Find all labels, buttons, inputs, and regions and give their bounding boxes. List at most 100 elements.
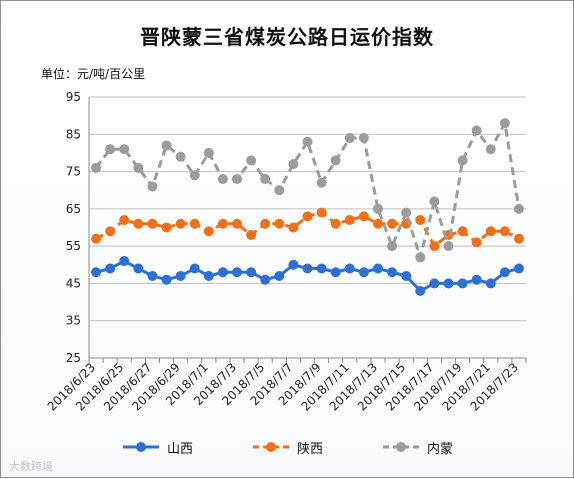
data-point xyxy=(457,226,468,237)
data-point xyxy=(105,263,116,274)
y-tick-label: 35 xyxy=(66,314,81,328)
data-point xyxy=(485,144,496,155)
legend-item-shaanxi: 陕西 xyxy=(251,438,323,457)
data-point xyxy=(161,140,172,151)
data-point xyxy=(316,177,327,188)
data-point xyxy=(372,203,383,214)
data-point xyxy=(232,174,243,185)
data-point xyxy=(189,218,200,229)
y-tick-label: 25 xyxy=(66,351,81,365)
data-point xyxy=(372,218,383,229)
y-tick-labels: 25 35 45 55 65 75 85 95 xyxy=(66,90,81,365)
watermark: 大数跨境 xyxy=(9,460,53,473)
legend-label-neimeng: 内蒙 xyxy=(427,441,454,457)
data-point xyxy=(189,170,200,181)
data-point xyxy=(260,174,271,185)
data-point xyxy=(105,226,116,237)
data-point xyxy=(175,270,186,281)
chart-title: 晋陕蒙三省煤炭公路日运价指数 xyxy=(140,25,434,49)
data-point xyxy=(232,267,243,278)
data-point xyxy=(387,241,398,252)
data-point xyxy=(203,226,214,237)
data-point xyxy=(302,211,313,222)
data-point xyxy=(485,226,496,237)
data-point xyxy=(457,155,468,166)
data-point xyxy=(358,133,369,144)
data-point xyxy=(513,263,524,274)
data-point xyxy=(288,222,299,233)
data-point xyxy=(288,259,299,270)
data-point xyxy=(387,218,398,229)
data-point xyxy=(499,267,510,278)
data-point xyxy=(147,181,158,192)
y-tick-label: 75 xyxy=(66,165,81,179)
y-tick-label: 85 xyxy=(66,127,81,141)
legend-label-shanxi: 山西 xyxy=(166,441,193,457)
data-point xyxy=(401,270,412,281)
data-point xyxy=(499,226,510,237)
data-point xyxy=(119,144,130,155)
data-point xyxy=(189,263,200,274)
data-point xyxy=(91,162,102,173)
data-point xyxy=(133,162,144,173)
data-point xyxy=(499,118,510,129)
data-point xyxy=(105,144,116,155)
data-point xyxy=(485,278,496,289)
legend-swatch-shaanxi xyxy=(252,442,289,452)
data-point xyxy=(372,263,383,274)
data-point xyxy=(316,207,327,218)
data-point xyxy=(260,218,271,229)
data-point xyxy=(358,267,369,278)
data-point xyxy=(344,215,355,226)
data-point xyxy=(415,215,426,226)
y-tick-label: 45 xyxy=(66,276,81,290)
data-point xyxy=(133,263,144,274)
data-point xyxy=(471,274,482,285)
y-tick-label: 65 xyxy=(66,202,81,216)
data-point xyxy=(161,222,172,233)
data-point xyxy=(217,174,228,185)
data-point xyxy=(471,237,482,248)
data-point xyxy=(471,125,482,136)
data-point xyxy=(443,278,454,289)
data-point xyxy=(232,218,243,229)
data-point xyxy=(358,211,369,222)
data-point xyxy=(415,285,426,296)
legend-item-neimeng: 内蒙 xyxy=(381,438,453,457)
data-point xyxy=(133,218,144,229)
data-point xyxy=(260,274,271,285)
data-point xyxy=(443,241,454,252)
data-point xyxy=(91,267,102,278)
data-point xyxy=(302,263,313,274)
axes xyxy=(88,97,527,363)
data-point xyxy=(316,263,327,274)
data-point xyxy=(401,207,412,218)
series-lines xyxy=(91,118,524,296)
data-point xyxy=(330,218,341,229)
data-point xyxy=(330,267,341,278)
data-point xyxy=(344,133,355,144)
data-point xyxy=(344,263,355,274)
data-point xyxy=(217,267,228,278)
data-point xyxy=(246,267,257,278)
data-point xyxy=(429,278,440,289)
data-point xyxy=(429,241,440,252)
legend-swatch-neimeng xyxy=(383,442,419,452)
unit-label: 单位：元/吨/百公里 xyxy=(41,67,146,81)
data-point xyxy=(274,270,285,281)
data-point xyxy=(147,218,158,229)
data-point xyxy=(217,218,228,229)
legend-swatch-shanxi xyxy=(122,442,159,452)
data-point xyxy=(203,147,214,158)
data-point xyxy=(330,155,341,166)
legend: 山西 陕西 内蒙 xyxy=(1,438,573,457)
y-tick-label: 55 xyxy=(66,239,81,253)
y-tick-label: 95 xyxy=(66,90,81,104)
data-point xyxy=(274,185,285,196)
legend-label-shaanxi: 陕西 xyxy=(296,441,323,457)
data-point xyxy=(246,155,257,166)
data-point xyxy=(147,270,158,281)
legend-item-shanxi: 山西 xyxy=(121,438,193,457)
